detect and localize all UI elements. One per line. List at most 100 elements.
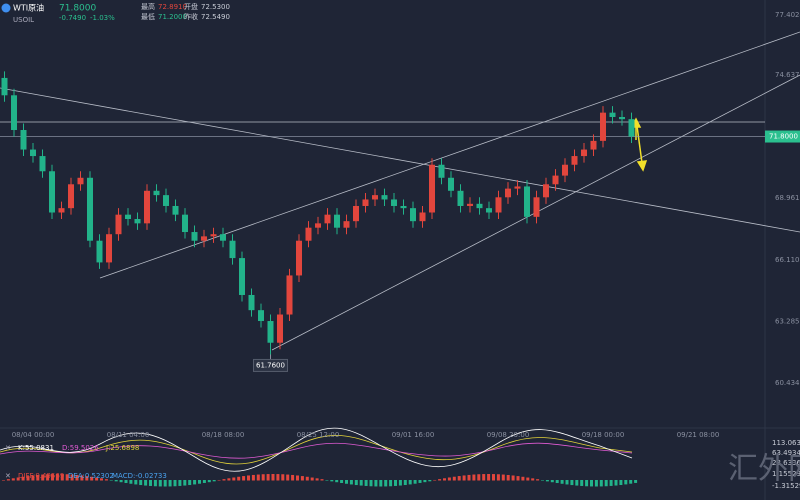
- close-icon[interactable]: ✕: [5, 472, 11, 480]
- candle-body: [343, 221, 350, 228]
- candle-body: [39, 156, 46, 172]
- macd-bar: [95, 477, 99, 481]
- x-tick-label: 08/11 04:00: [107, 431, 150, 439]
- macd-bar: [433, 479, 437, 481]
- candle-body: [514, 186, 521, 189]
- candle-body: [68, 184, 74, 209]
- trend-line: [0, 87, 800, 233]
- macd-bar: [119, 480, 123, 483]
- candle-body: [486, 208, 492, 213]
- macd-bar: [109, 480, 113, 481]
- candle-body: [372, 195, 378, 200]
- macd-bar: [51, 474, 54, 481]
- candle-body: [562, 164, 568, 176]
- macd-bar: [6, 479, 10, 481]
- x-tick-label: 09/08 20:00: [487, 431, 530, 439]
- candle-body: [296, 240, 302, 276]
- macd-bar: [340, 480, 344, 484]
- macd-bar: [104, 479, 108, 481]
- macd-bar: [242, 476, 246, 481]
- macd-bar: [447, 477, 451, 481]
- macd-bar: [168, 480, 172, 487]
- code: USOIL: [13, 16, 34, 24]
- macd-bar: [271, 474, 275, 481]
- macd-bar: [536, 479, 540, 481]
- macd-bar: [619, 480, 623, 486]
- macd-bar: [555, 480, 559, 484]
- macd-bar: [90, 476, 94, 481]
- kdj-scale: 63.4934: [772, 449, 800, 457]
- macd-bar: [291, 474, 295, 481]
- symbol: WTI原油: [13, 3, 44, 13]
- macd-bar: [70, 474, 74, 481]
- candle-body: [277, 314, 283, 343]
- candle-body: [628, 119, 635, 137]
- kdj-j: J:25.6898: [105, 444, 139, 452]
- macd-bar: [359, 480, 363, 486]
- candle-body: [362, 199, 369, 206]
- macd-bar: [11, 478, 15, 481]
- candle-body: [77, 177, 84, 185]
- macd-bar: [487, 474, 491, 481]
- x-tick-label: 09/21 08:00: [677, 431, 720, 439]
- macd-bar: [418, 480, 422, 483]
- candle-body: [391, 199, 397, 206]
- macd-bar: [521, 476, 525, 481]
- macd-bar: [178, 480, 182, 486]
- candle-body: [58, 208, 65, 213]
- macd-bar: [580, 480, 584, 486]
- candle-body: [381, 195, 388, 200]
- label: 昨收: [184, 12, 198, 21]
- candle-body: [467, 203, 473, 206]
- macd-bar: [624, 480, 628, 485]
- macd-bar: [46, 474, 50, 481]
- macd-value: MACD:-0.02733: [112, 472, 167, 480]
- macd-bar: [41, 474, 45, 481]
- macd-bar: [212, 480, 216, 482]
- candle-body: [476, 203, 483, 209]
- macd-bar: [330, 480, 334, 482]
- x-tick-label: 09/18 00:00: [582, 431, 625, 439]
- x-tick-label: 08/25 12:00: [297, 431, 340, 439]
- candle-body: [191, 232, 198, 241]
- macd-bar: [384, 480, 388, 487]
- label: 最低: [141, 12, 155, 21]
- annotation-box: [253, 358, 288, 372]
- macd-bar: [80, 475, 84, 481]
- macd-bar: [222, 479, 226, 481]
- candle-body: [609, 112, 616, 117]
- macd-bar: [511, 475, 515, 481]
- macd-bar: [16, 477, 20, 481]
- macd-bar: [482, 474, 486, 481]
- macd-bar: [232, 477, 236, 481]
- macd-bar: [286, 474, 290, 481]
- y-tick-label: 63.2859: [775, 317, 800, 325]
- candle-body: [239, 258, 245, 295]
- candle-body: [182, 214, 188, 233]
- candle-body: [163, 195, 169, 206]
- annotation-label: 61.7600: [256, 361, 285, 369]
- close-icon[interactable]: ✕: [5, 444, 11, 452]
- macd-bar: [604, 480, 608, 487]
- candle-body: [429, 164, 435, 213]
- macd-bar: [281, 474, 285, 481]
- macd-bar: [266, 474, 270, 481]
- macd-bar: [310, 477, 314, 481]
- macd-bar: [188, 480, 192, 486]
- macd-bar: [207, 480, 211, 483]
- macd-bar: [31, 475, 35, 481]
- candle-body: [315, 223, 321, 228]
- macd-bar: [423, 480, 427, 483]
- macd-bar: [55, 474, 59, 481]
- arrows: [630, 117, 648, 172]
- macd-bar: [452, 476, 456, 481]
- candle-body: [495, 197, 502, 213]
- macd-bar: [305, 476, 309, 481]
- macd-bar: [408, 480, 412, 485]
- macd-bar: [609, 480, 613, 486]
- macd-bar: [198, 480, 201, 484]
- macd-bar: [516, 476, 520, 481]
- macd-bars: [2, 474, 638, 487]
- candle-body: [305, 227, 312, 241]
- macd-bar: [467, 474, 471, 481]
